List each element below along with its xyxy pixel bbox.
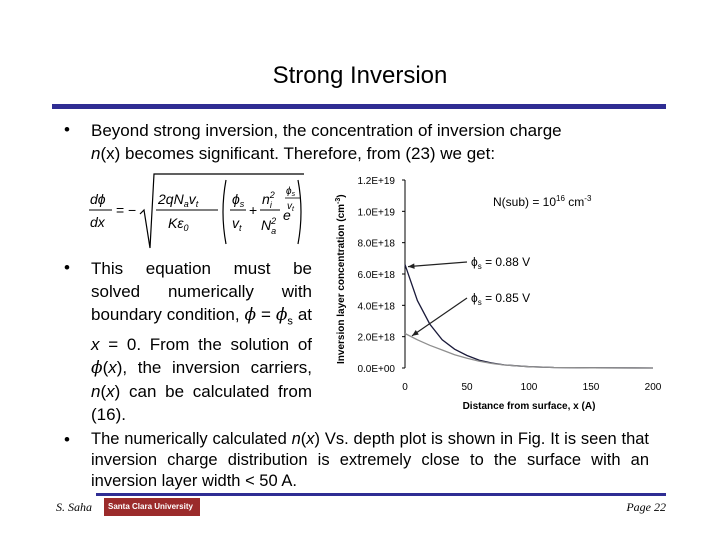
x-tick-label: 100 xyxy=(521,382,538,393)
phi-symbol: ϕ xyxy=(244,305,257,325)
bullet-1: Beyond strong inversion, the concentrati… xyxy=(91,119,661,165)
b2-text-2: = xyxy=(256,305,276,324)
y-tick-label: 1.0E+19 xyxy=(357,207,395,218)
eq-num-left: 2qNavt xyxy=(157,191,199,209)
footer-divider xyxy=(96,493,666,496)
x-symbol: x xyxy=(91,335,100,355)
b3-text-1: The numerically calculated xyxy=(91,430,292,448)
eq-e: e xyxy=(283,207,291,223)
concentration-chart: 0.0E+00 2.0E+18 4.0E+18 6.0E+18 8.0E+18 1.0E+… xyxy=(335,176,662,412)
b2-text-5: ( xyxy=(102,358,109,378)
page-number: Page 22 xyxy=(626,500,666,514)
eq-plus: + xyxy=(249,202,257,218)
y-tick-label: 8.0E+18 xyxy=(357,239,395,250)
slide-title: Strong Inversion xyxy=(272,62,448,89)
bullet-1-line-1: Beyond strong inversion, the concentrati… xyxy=(91,121,562,140)
curve-arrow-2 xyxy=(411,297,468,337)
eq-Na: N2 a xyxy=(261,216,276,236)
series-line-2 xyxy=(404,332,654,369)
curve-label-1: ϕs = 0.88 V xyxy=(471,255,530,271)
x-axis-label: Distance from surface, x (A) xyxy=(463,401,596,412)
equation: dϕ dx = − 2qNavt Kε0 ϕs vt + n2 i N2 a e ϕ… xyxy=(89,173,304,249)
curve-arrow-1 xyxy=(407,261,468,268)
bullet-3: The numerically calculated n(x) Vs. dept… xyxy=(91,429,649,492)
title-divider xyxy=(52,104,666,109)
eq-den-left: Kε0 xyxy=(168,215,189,233)
x-symbol-3: x xyxy=(106,382,115,402)
eq-dx: dx xyxy=(90,214,106,230)
curve-label-2: ϕs = 0.85 V xyxy=(471,291,530,307)
eq-dphi: dϕ xyxy=(90,191,106,207)
b2-text-7: ( xyxy=(100,382,107,402)
sqrt-sign xyxy=(139,173,304,249)
b3-text-3: ) Vs. depth plot is shown in Fig. It is … xyxy=(91,430,650,490)
phi-symbol-2: ϕ xyxy=(91,358,103,379)
n-symbol-3: n xyxy=(291,430,301,448)
n-symbol-2: n xyxy=(91,382,101,402)
eq-phi-s: ϕs xyxy=(232,191,245,209)
eq-minus: − xyxy=(128,202,136,218)
bullet-1-line-2-text: (x) becomes significant. Therefore, from… xyxy=(100,144,496,163)
y-tick-label: 4.0E+18 xyxy=(357,301,395,312)
eq-equals: = xyxy=(116,202,124,218)
b2-text-1: This equation must be solved numerically… xyxy=(91,259,312,324)
b2-text-4: = 0. From the solution of xyxy=(99,335,312,355)
b2-text-8: ) can be calculated from (16). xyxy=(91,382,312,425)
x-symbol-4: x xyxy=(306,430,315,448)
series-line-1 xyxy=(404,264,654,369)
x-symbol-2: x xyxy=(108,358,117,378)
b2-text-6: ), the inversion carriers, xyxy=(116,358,312,378)
b2-text-3: at xyxy=(292,305,313,324)
nsub-annotation: N(sub) = 1016 cm-3 xyxy=(493,194,592,209)
eq-vt: vt xyxy=(232,215,242,233)
phi-s-symbol: ϕ xyxy=(275,305,288,325)
bullet-marker-2: • xyxy=(64,258,70,277)
y-tick-label: 0.0E+00 xyxy=(357,364,395,375)
bullet-2: This equation must be solved numerically… xyxy=(91,257,312,426)
eq-ni: n2 i xyxy=(262,190,275,210)
eq-exp-v: vt xyxy=(287,201,295,213)
n-symbol: n xyxy=(91,144,101,163)
curve-arrowhead-2 xyxy=(411,329,419,336)
y-tick-label: 6.0E+18 xyxy=(357,270,395,281)
x-tick-label: 0 xyxy=(402,382,408,393)
bullet-marker-1: • xyxy=(64,120,70,139)
y-tick-label: 1.2E+19 xyxy=(357,176,395,187)
bullet-1-line-2: n(x) becomes significant. Therefore, fro… xyxy=(91,142,661,165)
b3-text-2: ( xyxy=(300,430,307,448)
x-tick-label: 200 xyxy=(645,382,662,393)
y-tick-label: 2.0E+18 xyxy=(357,333,395,344)
y-axis-label: Inversion layer concentration (cm-3) xyxy=(335,194,347,364)
curve-arrowhead-1 xyxy=(408,263,415,269)
x-tick-label: 50 xyxy=(461,382,473,393)
footer-author: S. Saha xyxy=(56,500,92,514)
x-tick-label: 150 xyxy=(583,382,600,393)
bullet-marker-3: • xyxy=(64,430,70,449)
eq-exp-phi: ϕs xyxy=(286,186,296,198)
university-logo: Santa Clara University xyxy=(104,498,200,516)
phi-s-subscript: s xyxy=(287,315,293,328)
